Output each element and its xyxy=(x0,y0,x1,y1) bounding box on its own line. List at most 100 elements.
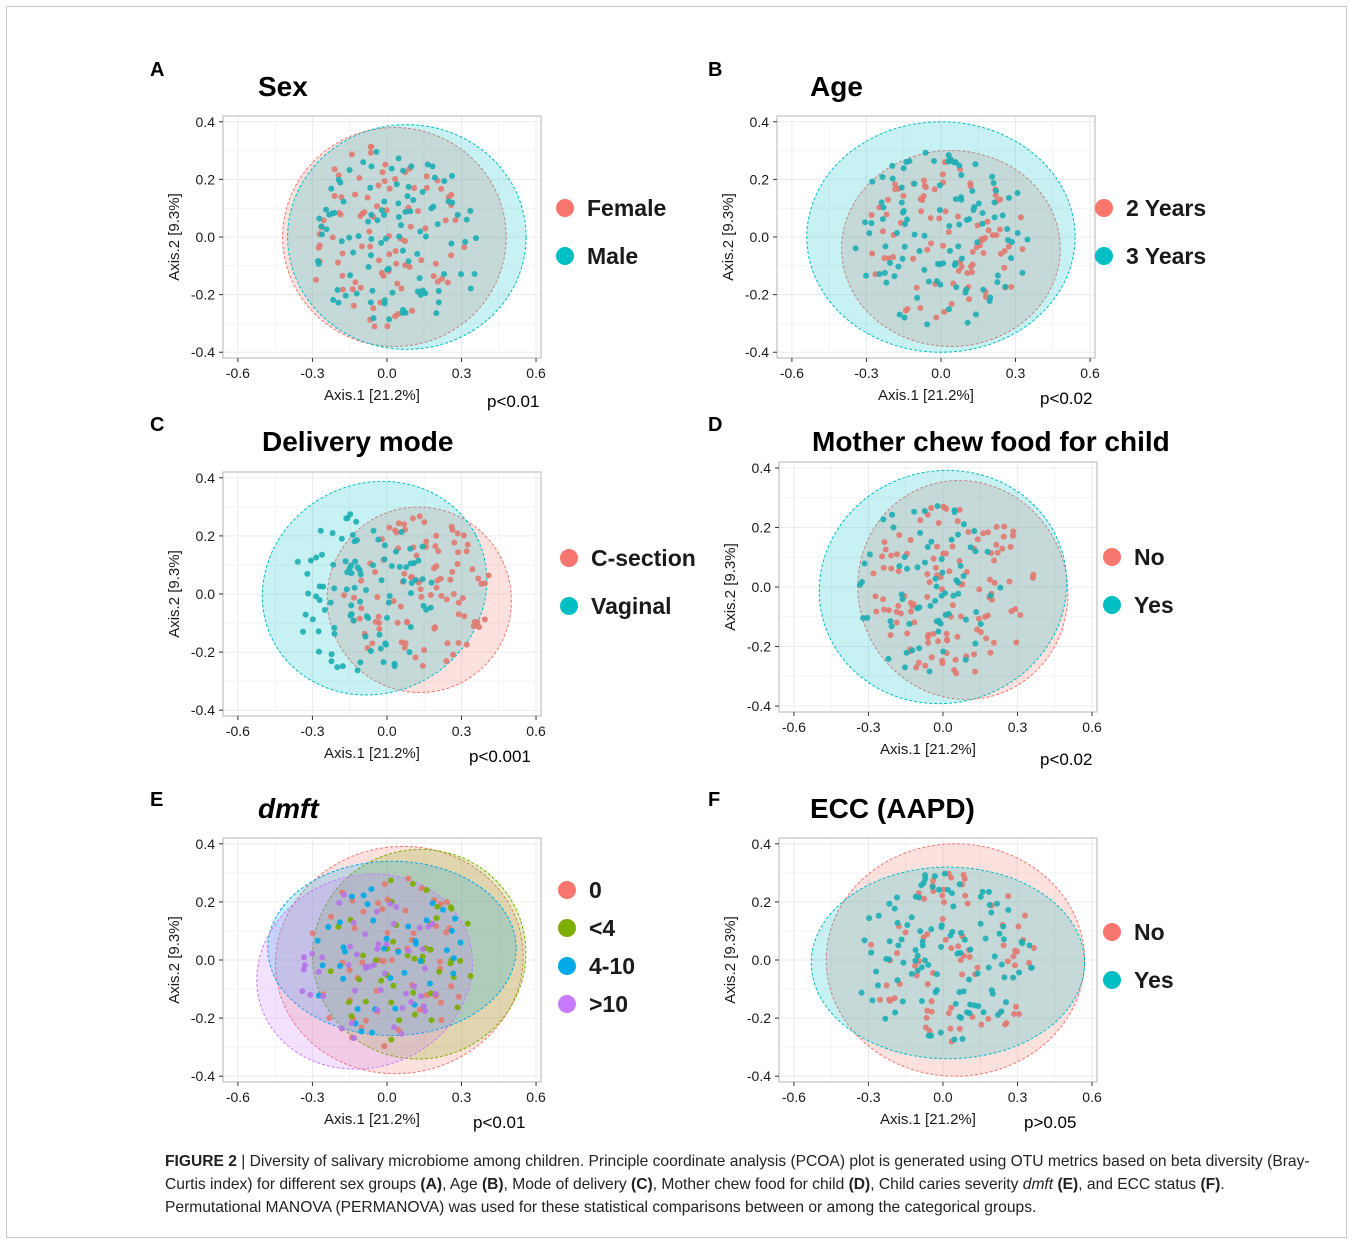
data-point xyxy=(374,946,381,953)
legend: No Yes xyxy=(1103,544,1174,618)
legend-label: No xyxy=(1134,544,1165,570)
data-point xyxy=(863,272,870,279)
data-point xyxy=(927,214,934,221)
data-point xyxy=(404,618,411,625)
data-point xyxy=(916,645,923,652)
data-point xyxy=(419,662,426,669)
data-point xyxy=(1005,893,1012,900)
data-point xyxy=(402,208,409,215)
data-point xyxy=(336,919,343,926)
data-point xyxy=(918,964,925,971)
data-point xyxy=(367,299,374,306)
data-point xyxy=(931,873,938,880)
data-point xyxy=(435,287,442,294)
data-point xyxy=(394,280,401,287)
data-point xyxy=(966,296,973,303)
data-point xyxy=(448,523,455,530)
data-point xyxy=(386,251,393,258)
y-axis-label: Axis.2 [9.3%] xyxy=(166,193,183,281)
data-point xyxy=(432,990,439,997)
y-tick-label: 0.4 xyxy=(196,114,216,130)
data-point xyxy=(391,660,398,667)
data-point xyxy=(928,240,935,247)
legend-label: 4-10 xyxy=(589,953,635,979)
data-point xyxy=(455,993,462,1000)
data-point xyxy=(928,654,935,661)
data-point xyxy=(354,667,361,674)
data-point xyxy=(414,288,421,295)
data-point xyxy=(329,530,336,537)
data-point xyxy=(960,871,967,878)
data-point xyxy=(356,615,363,622)
y-tick-label: 0.0 xyxy=(752,952,772,968)
data-point xyxy=(875,912,882,919)
data-point xyxy=(986,901,993,908)
data-point xyxy=(895,568,902,575)
data-point xyxy=(346,166,353,173)
figure-frame xyxy=(6,6,1347,1238)
data-point xyxy=(941,308,948,315)
data-point xyxy=(956,1025,963,1032)
data-point xyxy=(894,919,901,926)
data-point xyxy=(980,1009,987,1016)
caption-text-4: , Mother chew food for child xyxy=(652,1176,849,1193)
data-point xyxy=(378,977,385,984)
data-point xyxy=(983,635,990,642)
data-point xyxy=(968,269,975,276)
caption-text-8: . Permutational MANOVA (PERMANOVA) was u… xyxy=(165,1176,1225,1216)
data-point xyxy=(431,174,438,181)
data-point xyxy=(980,530,987,537)
x-ticks: -0.6 -0.3 0.0 0.3 0.6 xyxy=(780,358,1100,381)
x-tick-label: 0.3 xyxy=(1006,365,1026,381)
data-point xyxy=(354,1006,361,1013)
data-point xyxy=(338,238,345,245)
y-tick-label: 0.2 xyxy=(752,519,772,535)
data-point xyxy=(398,285,405,292)
data-point xyxy=(988,909,995,916)
data-point xyxy=(372,957,379,964)
data-point xyxy=(467,973,474,980)
data-point xyxy=(934,543,941,550)
data-point xyxy=(991,953,998,960)
data-point xyxy=(463,216,470,223)
caption-text-2: , Age xyxy=(442,1176,482,1193)
data-point xyxy=(401,521,408,528)
data-point xyxy=(876,271,883,278)
data-point xyxy=(901,314,908,321)
ellipse-410-2 xyxy=(267,860,517,1037)
points xyxy=(313,143,480,330)
data-point xyxy=(957,957,964,964)
data-point xyxy=(380,945,387,952)
y-tick-label: -0.4 xyxy=(191,1068,215,1084)
data-point xyxy=(353,951,360,958)
data-point xyxy=(341,948,348,955)
y-axis-label: Axis.2 [9.3%] xyxy=(166,550,183,638)
data-point xyxy=(1000,533,1007,540)
data-point xyxy=(370,527,377,534)
data-point xyxy=(376,631,383,638)
x-tick-label: -0.3 xyxy=(300,1089,324,1105)
data-point xyxy=(964,270,971,277)
data-point xyxy=(455,611,462,618)
data-point xyxy=(924,543,931,550)
data-point xyxy=(351,538,358,545)
data-point xyxy=(381,178,388,185)
data-point xyxy=(866,230,873,237)
data-point xyxy=(877,996,884,1003)
data-point xyxy=(985,227,992,234)
data-point xyxy=(376,619,383,626)
data-point xyxy=(346,967,353,974)
data-point xyxy=(1010,1011,1017,1018)
legend: No Yes xyxy=(1103,919,1174,993)
x-axis-label: Axis.1 [21.2%] xyxy=(880,741,976,758)
data-point xyxy=(930,555,937,562)
data-point xyxy=(887,259,894,266)
data-point xyxy=(1014,230,1021,237)
data-point xyxy=(351,584,358,591)
data-point xyxy=(443,596,450,603)
data-point xyxy=(418,257,425,264)
legend-swatch xyxy=(558,881,576,899)
data-point xyxy=(947,1025,954,1032)
data-point xyxy=(348,893,355,900)
data-point xyxy=(1010,528,1017,535)
